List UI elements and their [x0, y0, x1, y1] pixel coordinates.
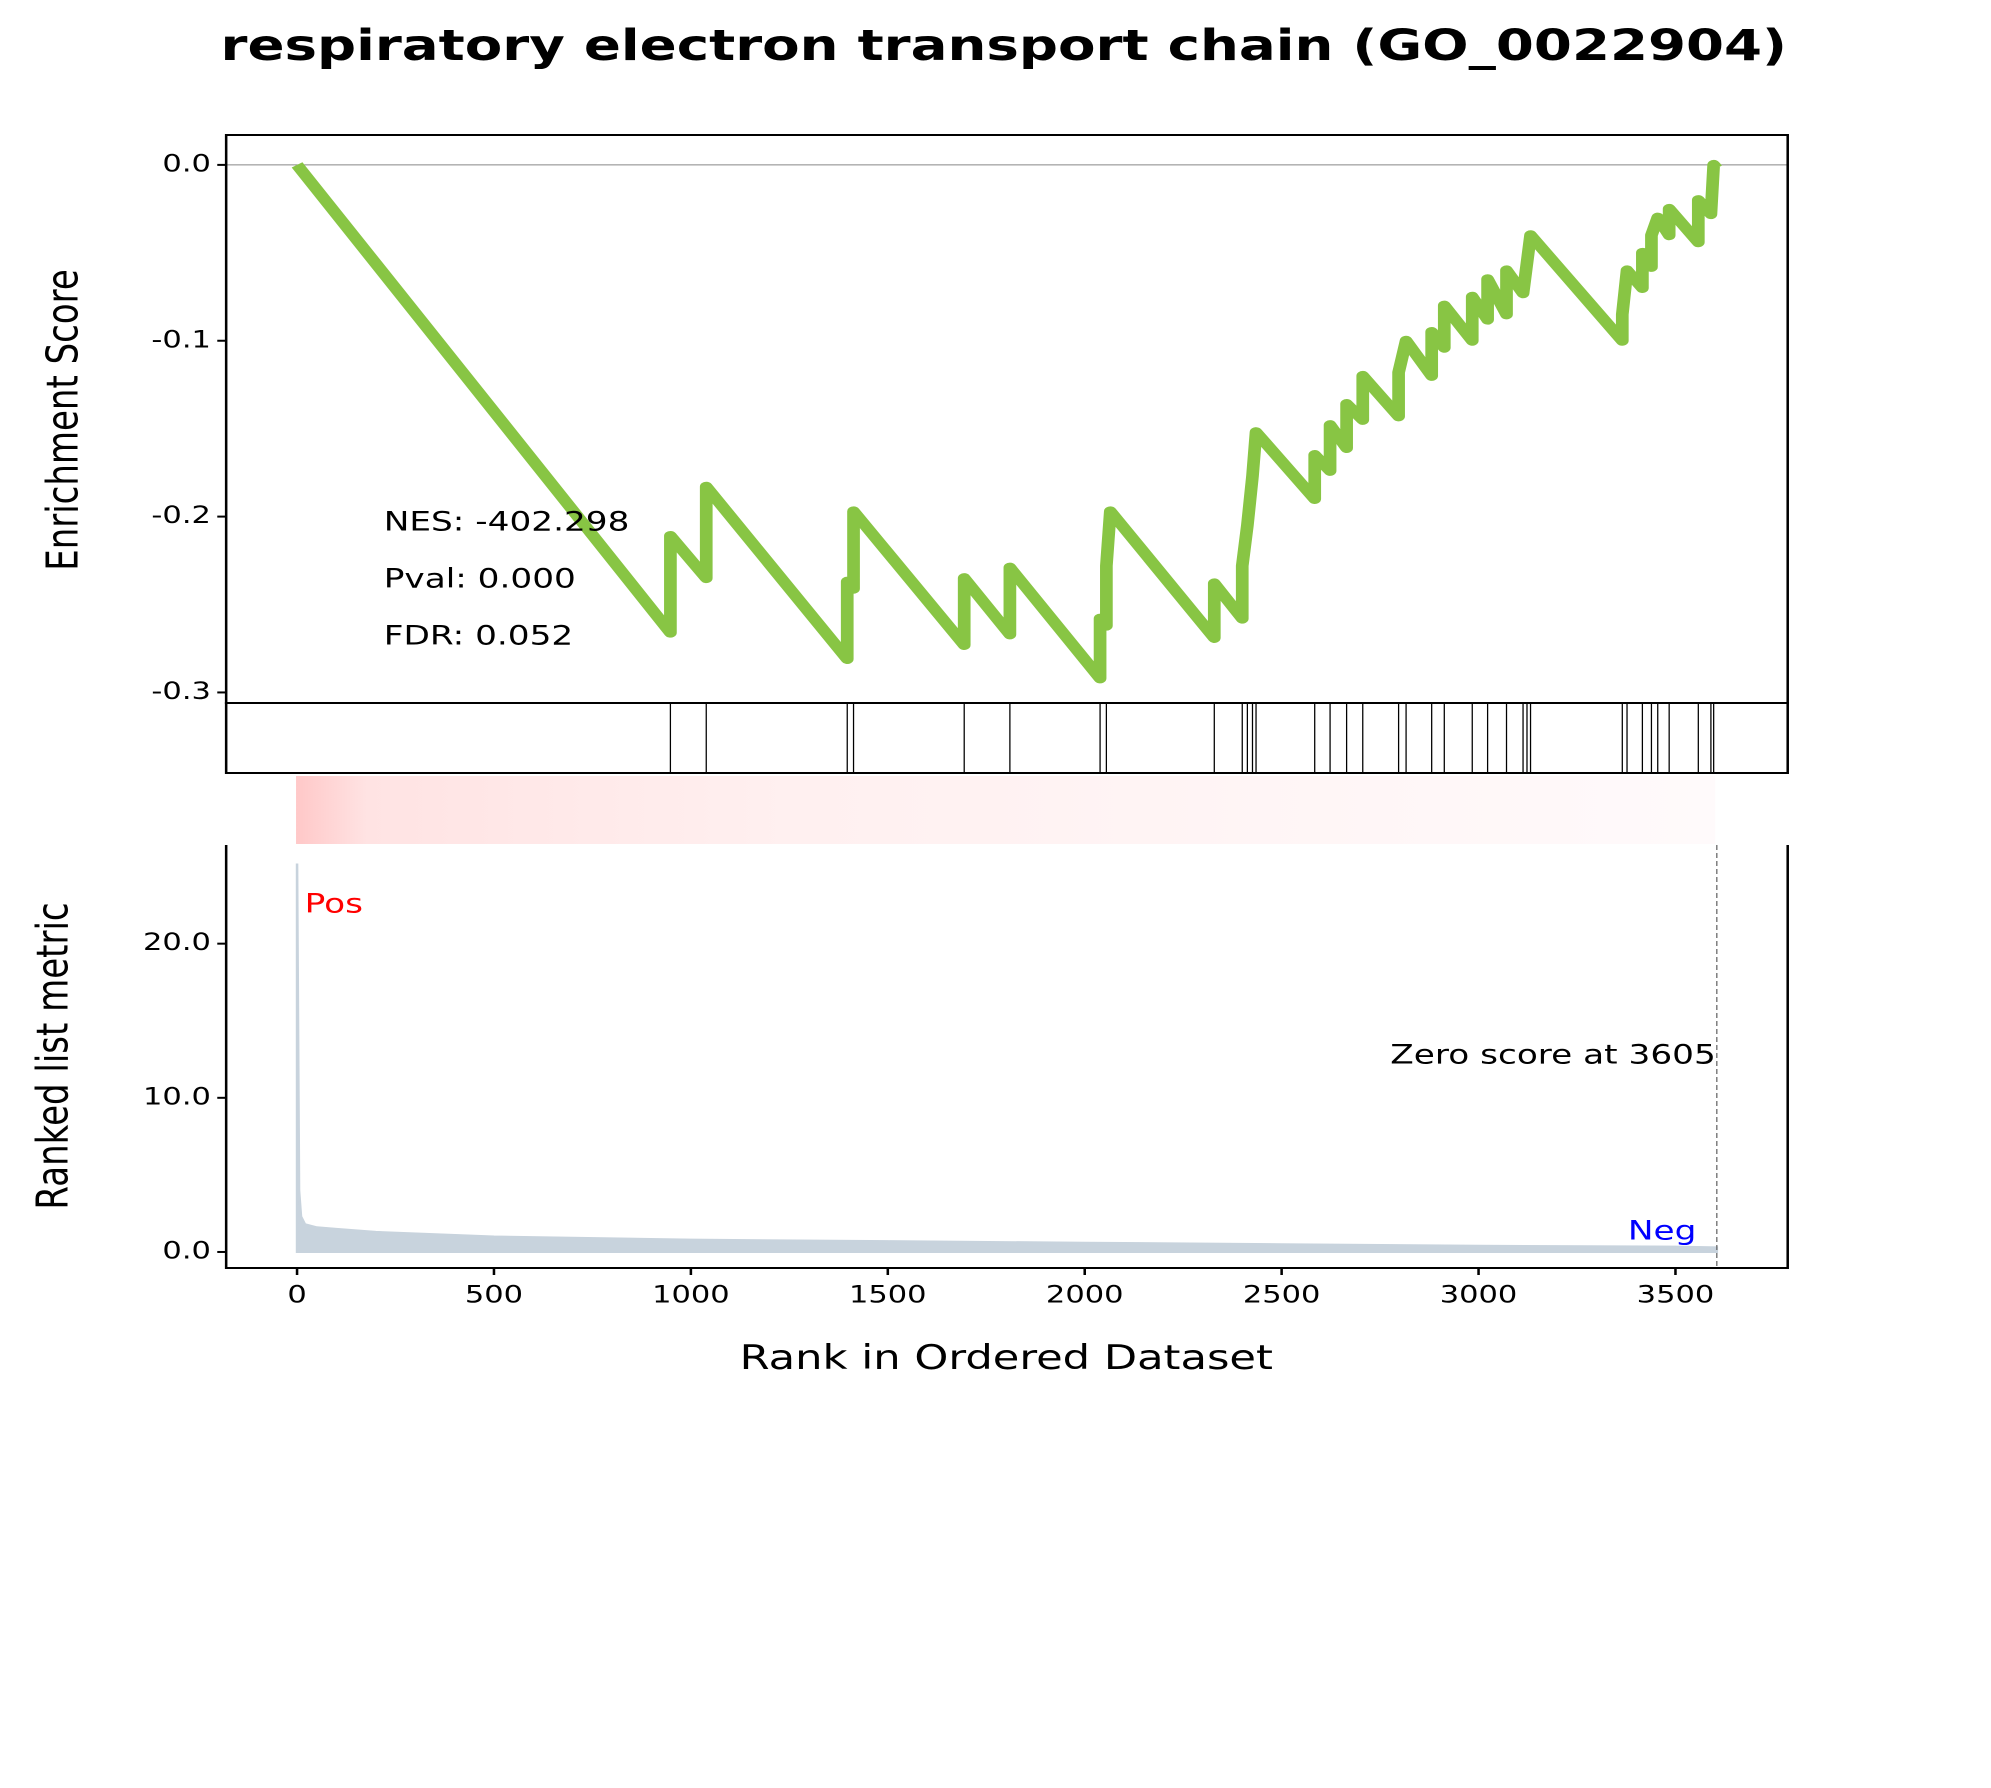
y-tick-label: 20.0 [143, 929, 211, 956]
neg-label: Neg [1628, 1215, 1697, 1246]
pos-label: Pos [305, 888, 363, 919]
chart-title: respiratory electron transport chain (GO… [221, 20, 1787, 71]
y-tick-label: -0.2 [151, 502, 210, 529]
x-tick-label: 3500 [1637, 1282, 1715, 1309]
y-tick-label: 0.0 [162, 1238, 210, 1265]
stat-annotation: Pval: 0.000 [384, 563, 576, 594]
stat-annotation: FDR: 0.052 [384, 620, 574, 651]
x-tick-label: 2000 [1046, 1282, 1124, 1309]
plot-layer: 0.0 -0.1 -0.2 -0.3 NES: -402.298 Pval: 0.000 F… [143, 150, 1788, 1309]
metric-area [295, 863, 1719, 1253]
y-axis-label: Ranked list metric [29, 902, 79, 1209]
enrichment-line [291, 159, 1723, 684]
x-tick-label: 0 [287, 1282, 306, 1309]
y-axis-label: Enrichment Score [39, 269, 89, 571]
x-tick-label: 2500 [1243, 1282, 1321, 1309]
zero-score-label: Zero score at 3605 [1390, 1039, 1716, 1070]
x-tick-label: 500 [465, 1282, 523, 1309]
y-tick-label: -0.1 [151, 326, 210, 353]
x-tick-label: 1500 [849, 1282, 927, 1309]
heat-band [296, 776, 1716, 844]
y-tick-label: -0.3 [151, 678, 210, 705]
stat-annotation: NES: -402.298 [384, 506, 630, 537]
x-axis-label: Rank in Ordered Dataset [740, 1339, 1273, 1378]
y-tick-label: 10.0 [143, 1083, 211, 1110]
x-tick-label: 3000 [1440, 1282, 1518, 1309]
y-tick-label: 0.0 [162, 150, 210, 177]
frames [224, 134, 1789, 1269]
x-tick-label: 1000 [652, 1282, 730, 1309]
